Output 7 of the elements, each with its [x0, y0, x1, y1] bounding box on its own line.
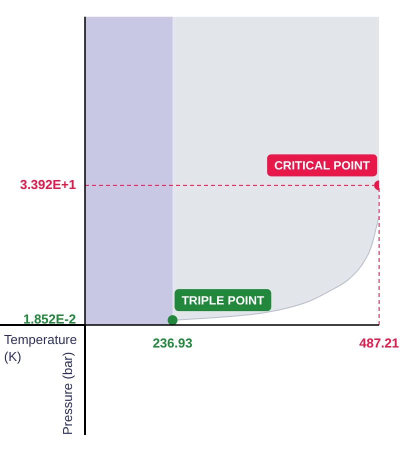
x-tick-label: 236.93 [152, 335, 192, 350]
annotation: CRITICAL POINT [274, 158, 371, 173]
y-tick-label: 1.852E-2 [23, 312, 76, 327]
annotation: TRIPLE POINT [182, 293, 265, 308]
y-axis-title: Pressure (bar) [60, 352, 76, 435]
y-tick-label: 3.392E+1 [20, 176, 76, 192]
x-tick-label: 487.21 [359, 335, 399, 350]
